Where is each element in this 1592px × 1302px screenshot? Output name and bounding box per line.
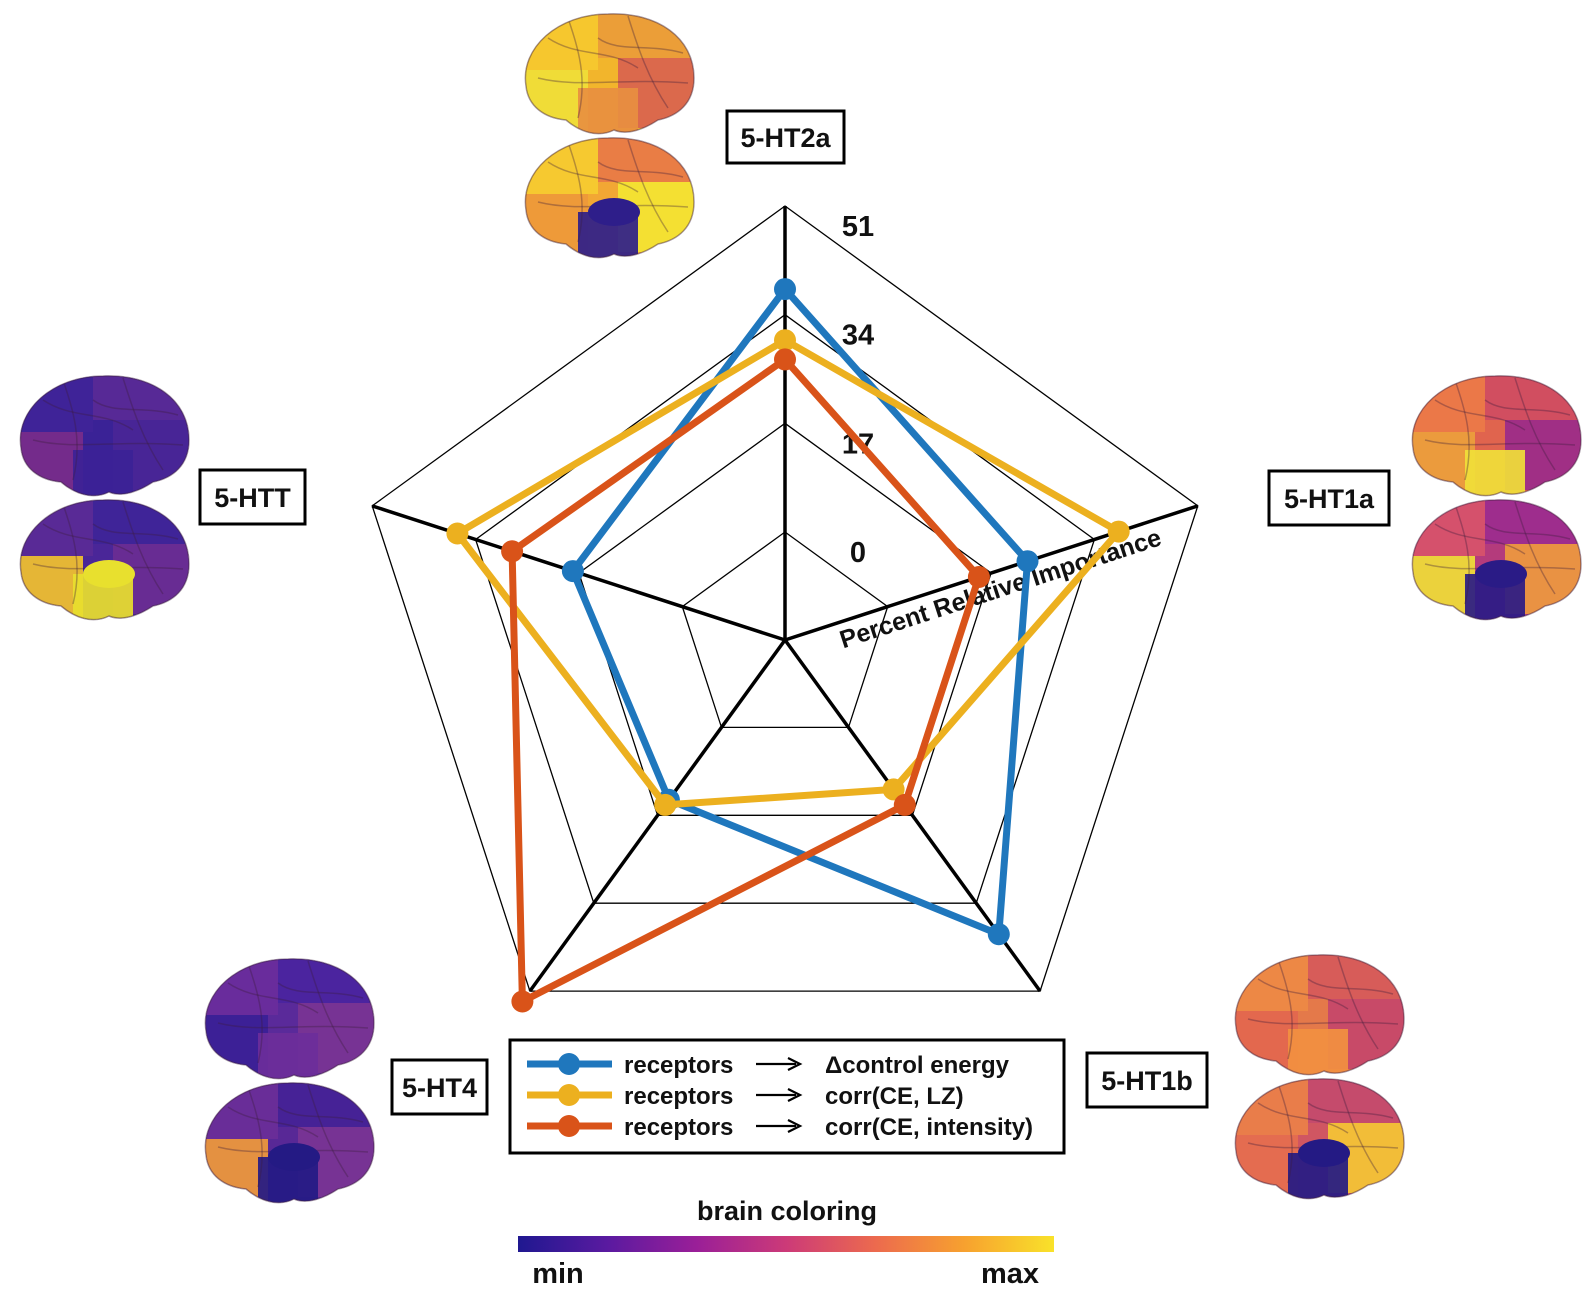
axis-label-box <box>390 1058 489 1116</box>
legend-entry: receptors corr(CE, LZ) <box>527 1083 964 1110</box>
radar-series <box>446 278 1130 1013</box>
brain-5-ht4-lateral <box>204 958 375 1080</box>
brain-5-htt <box>19 375 190 621</box>
spoke-5-ht1a <box>784 504 1199 642</box>
data-point-5-ht1b <box>987 923 1010 946</box>
brain-5-ht2a-lateral <box>524 13 695 135</box>
colorbar-max-label: max <box>981 1258 1039 1290</box>
brain-5-ht1b-medial <box>1234 1078 1405 1200</box>
data-point-5-htt <box>446 522 469 545</box>
brain-5-ht1b-lateral <box>1234 954 1405 1076</box>
legend-label-left: receptors <box>624 1114 733 1141</box>
legend-swatch-marker <box>558 1084 580 1106</box>
data-point-5-ht1a <box>1107 520 1130 543</box>
axis-label-box <box>1085 1051 1209 1109</box>
radar-grid <box>371 205 1199 993</box>
brain-maps <box>19 13 1582 1204</box>
axis-label-5-ht4: 5-HT4 <box>390 1058 489 1116</box>
colorbar-min-label: min <box>532 1258 584 1290</box>
series-corr-ce-lz <box>446 329 1130 816</box>
series-corr-ce-intensity <box>501 348 990 1013</box>
brain-5-ht2a <box>524 13 695 259</box>
brain-5-ht1a-medial <box>1411 499 1582 621</box>
brain-5-ht1a <box>1411 375 1582 621</box>
radial-axis-label: Percent Relative Importance <box>836 524 1165 655</box>
axis-label-text: 5-HT1a <box>1284 484 1375 514</box>
axis-label-text: 5-HT1b <box>1101 1066 1193 1096</box>
spoke-5-ht4 <box>528 638 787 993</box>
tick-label: 0 <box>850 537 866 569</box>
legend-entry: receptors corr(CE, intensity) <box>527 1114 1033 1141</box>
data-point-5-ht1a <box>967 566 990 588</box>
axis-label-5-ht1b: 5-HT1b <box>1085 1051 1209 1109</box>
legend-swatch-marker <box>558 1053 580 1075</box>
series-line <box>568 283 1032 940</box>
data-point-5-ht2a <box>774 348 796 371</box>
brain-5-ht2a-medial <box>524 137 695 259</box>
data-point-5-htt <box>561 560 584 583</box>
colorbar-bar <box>518 1236 1054 1252</box>
legend-swatch-marker <box>558 1115 580 1137</box>
brain-5-ht4 <box>204 958 375 1204</box>
axis-label-5-ht1a: 5-HT1a <box>1267 469 1391 527</box>
axis-label-5-htt: 5-HTT <box>198 468 307 526</box>
data-point-5-ht2a <box>774 329 796 352</box>
legend: receptors Δcontrol energy receptors corr(CE… <box>508 1038 1066 1155</box>
data-point-5-ht1b <box>882 778 905 801</box>
legend-label-left: receptors <box>624 1083 733 1110</box>
data-point-5-ht1a <box>1016 550 1039 573</box>
axis-label-box <box>725 109 846 165</box>
data-point-5-ht1b <box>893 793 916 816</box>
brain-5-htt-medial <box>19 499 190 621</box>
legend-arrowhead <box>787 1088 803 1102</box>
grid-ring <box>681 531 889 729</box>
data-point-5-ht4 <box>654 793 677 816</box>
brain-5-htt-lateral <box>19 375 190 497</box>
grid-ring <box>371 205 1199 992</box>
legend-label-right: corr(CE, intensity) <box>825 1114 1033 1141</box>
series-line <box>508 354 983 1008</box>
data-point-5-ht2a <box>774 278 796 301</box>
series-line <box>452 336 1125 809</box>
colorbar-title: brain coloring <box>697 1196 877 1226</box>
axis-label-box <box>198 468 307 526</box>
axis-labels: 5-HT2a 5-HT1a 5-HT1b 5-HT4 5-HTT <box>198 109 1391 1116</box>
axis-label-5-ht2a: 5-HT2a <box>725 109 846 165</box>
legend-label-right: Δcontrol energy <box>825 1052 1010 1079</box>
axis-label-text: 5-HT2a <box>740 123 831 153</box>
data-point-5-htt <box>501 540 524 563</box>
axis-label-text: 5-HT4 <box>402 1073 477 1103</box>
legend-entry: receptors Δcontrol energy <box>527 1052 1010 1079</box>
legend-label-left: receptors <box>624 1052 733 1079</box>
legend-arrowhead <box>787 1057 803 1071</box>
data-point-5-ht4 <box>511 990 534 1013</box>
legend-arrowhead <box>787 1119 803 1133</box>
axis-label-box <box>1267 469 1391 527</box>
tick-label: 34 <box>842 320 874 352</box>
axis-label-text: 5-HTT <box>214 483 291 513</box>
legend-label-right: corr(CE, LZ) <box>825 1083 964 1110</box>
brain-5-ht1a-lateral <box>1411 375 1582 497</box>
colorbar: brain coloring min max <box>518 1196 1054 1290</box>
tick-label: 51 <box>842 211 874 243</box>
brain-5-ht4-medial <box>204 1082 375 1204</box>
brain-5-ht1b <box>1234 954 1405 1200</box>
grid-ring <box>474 313 1096 904</box>
